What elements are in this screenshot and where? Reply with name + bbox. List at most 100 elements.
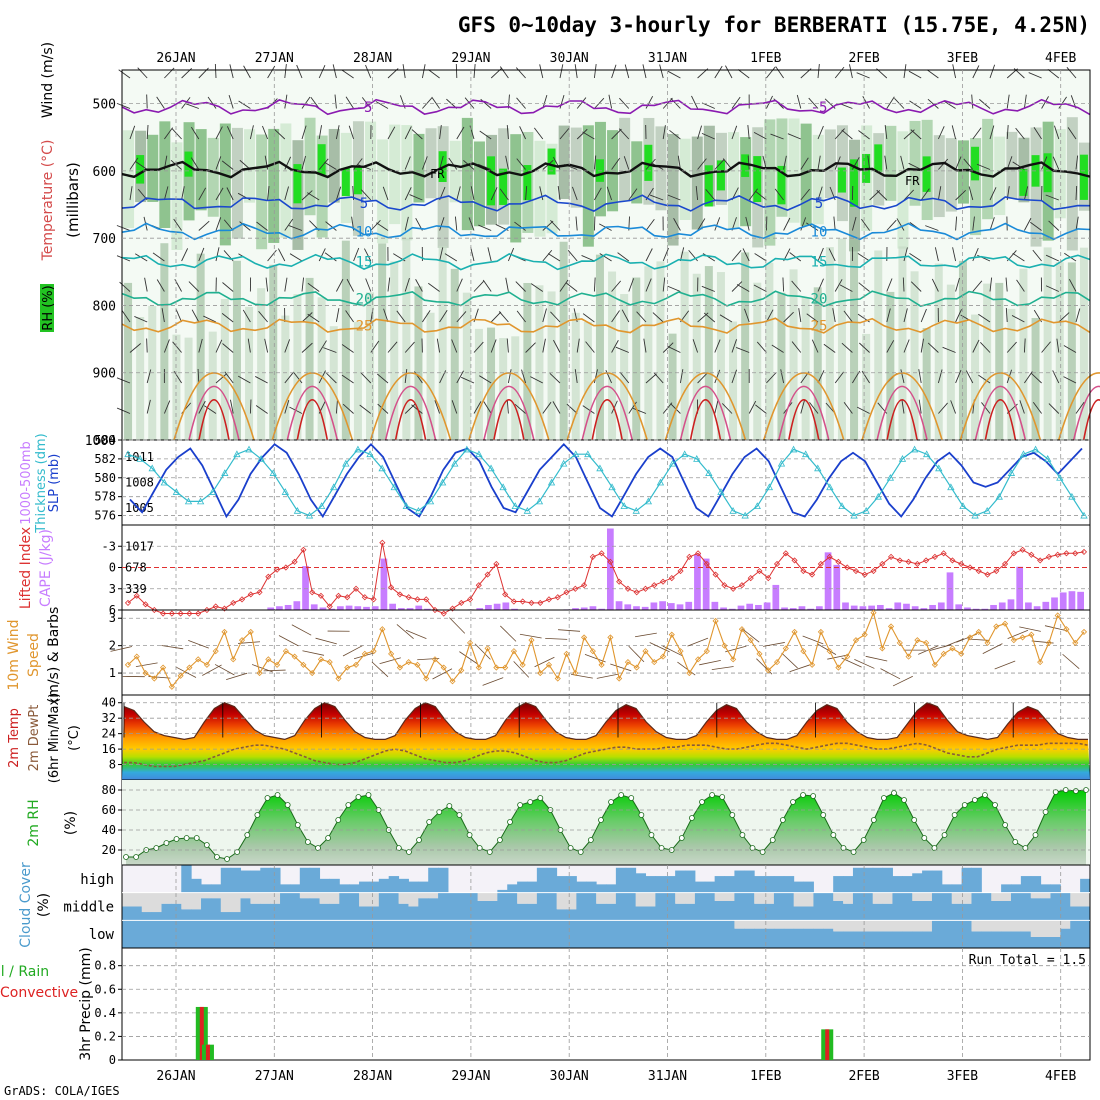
cloud-gap-middle [635,892,647,907]
cloud-gap-middle [487,892,498,901]
upper-wind-barb [444,253,458,262]
rh-marker [921,835,928,841]
upper-wind-barb [163,186,169,201]
cloud-bar-high [1020,876,1032,893]
cape-tick: 678 [125,561,147,575]
wind-marker [581,634,588,641]
upper-wind-barb [345,310,354,323]
thickness-marker [330,483,338,491]
upper-wind-barb [296,64,303,79]
upper-wind-barb [237,375,251,384]
wind-marker [861,631,868,638]
upper-wind-barb [301,96,311,109]
thickness-marker [257,455,265,462]
li-marker [484,571,491,578]
upper-wind-barb [783,311,794,323]
upper-wind-barb [725,65,733,79]
upper-wind-barb [909,100,922,109]
upper-wind-barb [909,252,922,262]
li-marker [800,567,807,575]
cloud-bar-low [230,920,242,948]
rh-marker [315,845,321,851]
thickness-marker [814,464,822,472]
cape-bar [406,608,414,610]
isotherm-label: 20 [811,292,828,308]
wind-barb [584,654,606,663]
cloud-bar-high [191,878,202,893]
wind-marker [475,664,482,671]
rh-low-band [341,240,350,440]
cloud-gap-middle [329,892,340,904]
wind-marker [291,653,298,660]
li-marker [844,564,851,571]
upper-wind-barb [800,157,809,170]
upper-wind-barb [611,128,622,140]
cloud-bar-middle [457,892,469,921]
cloud-gap-middle [754,892,765,904]
upper-wind-barb [989,217,995,231]
upper-wind-barb [214,63,217,79]
upper-wind-barb [404,278,410,292]
wind-marker [703,648,710,655]
upper-wind-barb [1048,220,1060,231]
thickness-marker [1056,473,1064,481]
rh-moist-cell [777,165,786,205]
cloud-bar-low [576,920,587,948]
li-marker [791,557,798,564]
cloud-level-label: middle [63,900,114,916]
thickness-marker [850,511,858,519]
rh-band [425,128,437,199]
upper-wind-barb [370,340,380,353]
cloud-bar-high [438,867,449,893]
wind-barb [918,645,939,655]
cloud-gap-low [734,920,745,929]
cloud-bar-middle [339,892,350,921]
upper-wind-barb [277,248,286,262]
rh-low-band [184,337,193,440]
upper-wind-barb [318,65,326,79]
upper-wind-barb [742,248,750,262]
rh-band [970,138,982,236]
upper-wind-barb [265,277,269,292]
cloud-bar-middle [823,892,834,921]
cloud-bar-low [951,920,963,948]
rh-low-band [487,327,496,440]
wind-marker [528,637,535,644]
cloud-bar-low [823,928,834,948]
upper-wind-barb [515,281,526,292]
li-marker [589,553,596,560]
rh-marker [244,832,251,838]
upper-wind-barb [468,217,475,231]
li-marker [466,596,474,603]
upper-wind-barb [688,249,698,262]
upper-wind-barb [318,125,322,140]
rh-low-band [704,266,713,440]
rh-low-band [523,282,532,440]
upper-wind-barb [737,69,750,79]
cape-bar [354,606,362,610]
rh-low-band [1031,317,1040,440]
upper-wind-barb [137,67,148,79]
upper-wind-barb [594,187,602,201]
upper-wind-barb [695,186,699,201]
upper-wind-barb [619,371,630,384]
rh-low-band [1067,262,1076,440]
cloud-bar-middle [191,909,202,921]
cape-bar [397,608,405,610]
date-label-top: 31JAN [648,51,687,66]
rh-low-band [390,261,399,440]
cloud-bar-high [359,881,370,893]
cape-bar [659,601,666,610]
cape-bar [667,603,675,610]
cloud-bar-middle [675,903,686,921]
upper-wind-barb [284,399,290,414]
upper-wind-barb [955,309,962,323]
cloud-bar-low [151,920,163,948]
rh-low-band [668,333,677,440]
upper-wind-barb [547,253,561,262]
cloud-bar-middle [309,898,321,921]
upper-wind-barb [229,399,234,414]
wind-barb [396,624,414,639]
